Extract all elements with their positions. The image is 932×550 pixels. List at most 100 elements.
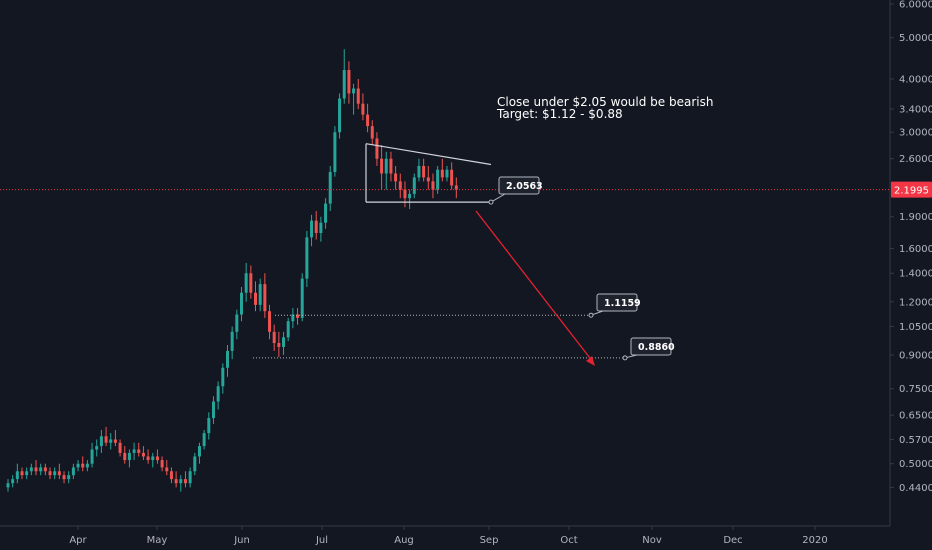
x-tick-label[interactable]: Nov [642,535,662,546]
candle-body [99,436,103,447]
y-axis-ticks[interactable]: 6.0000 5.0000 4.0000 3.4000 3.0000 2.6000 1.90… [890,0,932,494]
x-tick-label[interactable]: Oct [560,535,577,546]
candle-body [258,284,262,305]
candle-body [104,436,108,443]
candle-body [380,158,384,174]
y-tick-label[interactable]: 0.9000 [899,350,932,361]
candle-body [408,193,412,199]
x-tick-label[interactable]: Apr [69,535,87,546]
level-callout-0-8860[interactable]: 0.8860 [630,337,675,356]
candle-body [85,463,89,468]
current-price-marker: 2.1995 [891,181,932,198]
candle-body [412,177,416,194]
candle-body [268,311,272,332]
candle-body [394,173,398,182]
y-tick-label[interactable]: 6.0000 [899,0,932,11]
candle-body [34,467,38,472]
level-callout-1-1159[interactable]: 1.1159 [596,293,641,312]
y-tick-label[interactable]: 0.5700 [899,435,932,446]
candle-body [277,343,281,347]
y-tick-label[interactable]: 3.0000 [899,128,932,139]
x-tick-label[interactable]: 2020 [802,535,827,546]
candle-body [244,273,248,293]
candle-body [53,471,57,476]
candle-body [310,220,314,238]
y-tick-label[interactable]: 2.6000 [899,154,932,165]
candle-body [20,471,24,476]
candle-body [417,165,421,178]
level-callout-label: 2.0563 [506,181,543,192]
candle-body [188,471,192,484]
candle-body [90,449,94,464]
candle-body [338,98,342,133]
y-tick-label[interactable]: 3.4000 [899,105,932,116]
y-tick-label[interactable]: 0.5000 [899,459,932,470]
annotation-text: Close under $2.05 would be bearish Targe… [496,95,713,121]
x-tick-label[interactable]: Sep [480,535,499,546]
level-callout-label: 1.1159 [604,298,641,309]
current-price-label: 2.1995 [894,186,929,197]
y-tick-label[interactable]: 1.2000 [899,297,932,308]
y-axis-background [890,0,932,550]
level-callout-box [498,176,540,195]
callout-anchor [622,355,628,361]
candle-body [113,439,117,443]
candle-body [342,69,346,99]
y-tick-label[interactable]: 4.0000 [899,75,932,86]
y-tick-label[interactable]: 5.0000 [899,33,932,44]
candle-body [169,471,173,480]
candle-body [57,471,61,476]
candle-body [6,483,10,488]
x-tick-label[interactable]: May [147,535,168,546]
candle-body [216,386,220,402]
candle-body [436,169,440,190]
candle-body [123,452,127,461]
x-tick-label[interactable]: Jun [233,535,250,546]
candle-body [197,446,201,457]
y-tick-label[interactable]: 1.6000 [899,244,932,255]
candle-body [361,103,365,115]
y-tick-label[interactable]: 0.7500 [899,384,932,395]
level-callout-2-0563[interactable]: 2.0563 [498,176,543,195]
candle-body [160,460,164,468]
current-price-tag [891,181,932,198]
x-tick-label[interactable]: Jul [315,535,328,546]
candle-body [347,69,351,94]
candle-body [324,203,328,223]
x-tick-label[interactable]: Aug [394,535,414,546]
y-tick-label[interactable]: 0.6500 [899,411,932,422]
candle-body [127,452,131,461]
x-tick-label[interactable]: Dec [723,535,742,546]
candle-body [263,284,267,312]
candle-body [440,169,444,178]
candle-body [225,350,229,368]
candle-body [384,158,388,174]
candle-body [431,181,435,190]
callout-anchor [588,312,594,318]
callout-pointer [490,193,506,203]
candle-body [29,467,33,472]
candle-body [151,456,155,461]
y-tick-label[interactable]: 1.0500 [899,322,932,333]
candle-body [155,456,159,461]
y-tick-label[interactable]: 0.4400 [899,483,932,494]
drawings [0,143,890,366]
candle-body [11,479,15,484]
candle-body [211,401,215,419]
candle-body [356,88,360,104]
y-tick-label[interactable]: 1.9000 [899,212,932,223]
y-tick-label[interactable]: 1.4000 [899,269,932,280]
candle-body [305,237,309,279]
candle-body [286,321,290,338]
candle-body [300,278,304,318]
candle-body [76,463,80,468]
candle-body [314,220,318,234]
x-axis-ticks[interactable]: Apr May Jun Jul Aug Sep Oct Nov Dec 2020 [69,526,828,546]
level-callout-box [596,293,638,312]
level-callout-label: 0.8860 [638,342,675,353]
candle-body [207,418,211,434]
candles [6,49,458,492]
